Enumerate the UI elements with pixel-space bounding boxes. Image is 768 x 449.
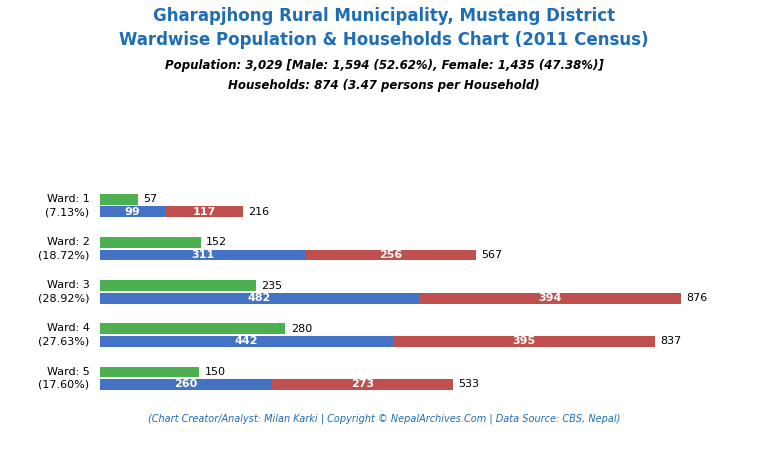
- Text: 256: 256: [379, 250, 402, 260]
- Text: 235: 235: [261, 281, 282, 291]
- Text: Gharapjhong Rural Municipality, Mustang District: Gharapjhong Rural Municipality, Mustang …: [153, 7, 615, 25]
- Text: 260: 260: [174, 379, 197, 389]
- Bar: [100, 336, 393, 347]
- Bar: [419, 293, 680, 304]
- Text: Wardwise Population & Households Chart (2011 Census): Wardwise Population & Households Chart (…: [119, 31, 649, 49]
- Bar: [393, 336, 654, 347]
- Text: Households: 874 (3.47 persons per Household): Households: 874 (3.47 persons per Househ…: [228, 79, 540, 92]
- Text: 876: 876: [686, 293, 707, 303]
- Text: 152: 152: [206, 238, 227, 247]
- Bar: [100, 366, 199, 377]
- Text: 57: 57: [143, 194, 157, 204]
- Bar: [100, 323, 286, 334]
- Text: 567: 567: [481, 250, 502, 260]
- Bar: [100, 194, 137, 205]
- Text: 394: 394: [538, 293, 561, 303]
- Text: 837: 837: [660, 336, 681, 346]
- Bar: [100, 280, 256, 291]
- Text: 395: 395: [512, 336, 535, 346]
- Text: 273: 273: [351, 379, 374, 389]
- Text: 216: 216: [248, 207, 270, 217]
- Text: 442: 442: [234, 336, 258, 346]
- Bar: [100, 237, 200, 248]
- Bar: [100, 250, 306, 260]
- Text: 311: 311: [191, 250, 214, 260]
- Text: 533: 533: [458, 379, 479, 389]
- Bar: [165, 207, 243, 217]
- Text: 280: 280: [291, 324, 312, 334]
- Bar: [100, 293, 419, 304]
- Text: 482: 482: [248, 293, 271, 303]
- Text: 117: 117: [193, 207, 216, 217]
- Bar: [100, 207, 165, 217]
- Text: Population: 3,029 [Male: 1,594 (52.62%), Female: 1,435 (47.38%)]: Population: 3,029 [Male: 1,594 (52.62%),…: [164, 59, 604, 72]
- Text: (Chart Creator/Analyst: Milan Karki | Copyright © NepalArchives.Com | Data Sourc: (Chart Creator/Analyst: Milan Karki | Co…: [147, 414, 621, 424]
- Bar: [306, 250, 475, 260]
- Text: 99: 99: [124, 207, 141, 217]
- Text: 150: 150: [204, 367, 226, 377]
- Bar: [100, 379, 272, 390]
- Bar: [272, 379, 453, 390]
